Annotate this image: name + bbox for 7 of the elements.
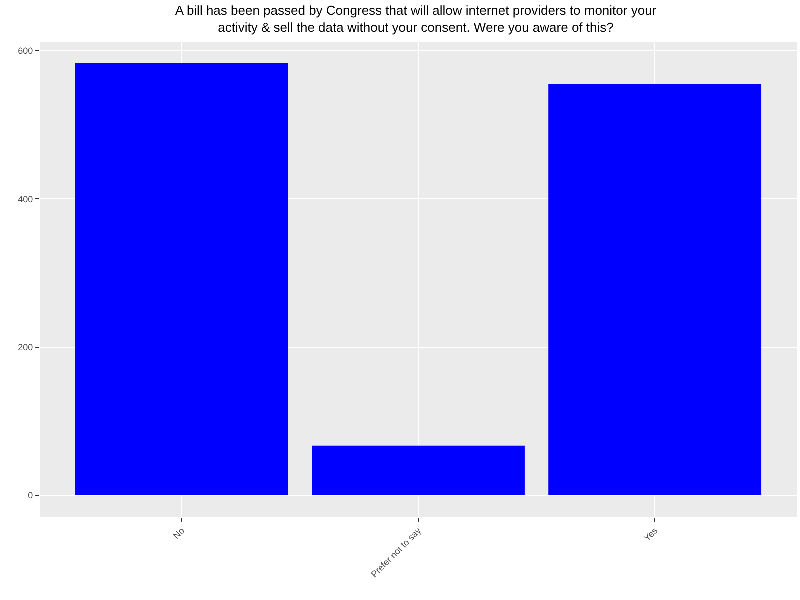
- y-tick-label: 0: [28, 490, 34, 501]
- y-tick-label: 600: [18, 46, 34, 56]
- chart-title: A bill has been passed by Congress that will allow internet providers to monitor your activity & sell the data without your consent. Were you aware of this?: [175, 3, 658, 35]
- y-tick-label: 200: [18, 342, 34, 352]
- x-tick-label: No: [171, 526, 187, 542]
- x-tick-label: Yes: [642, 525, 660, 544]
- y-tick-label: 400: [18, 194, 34, 204]
